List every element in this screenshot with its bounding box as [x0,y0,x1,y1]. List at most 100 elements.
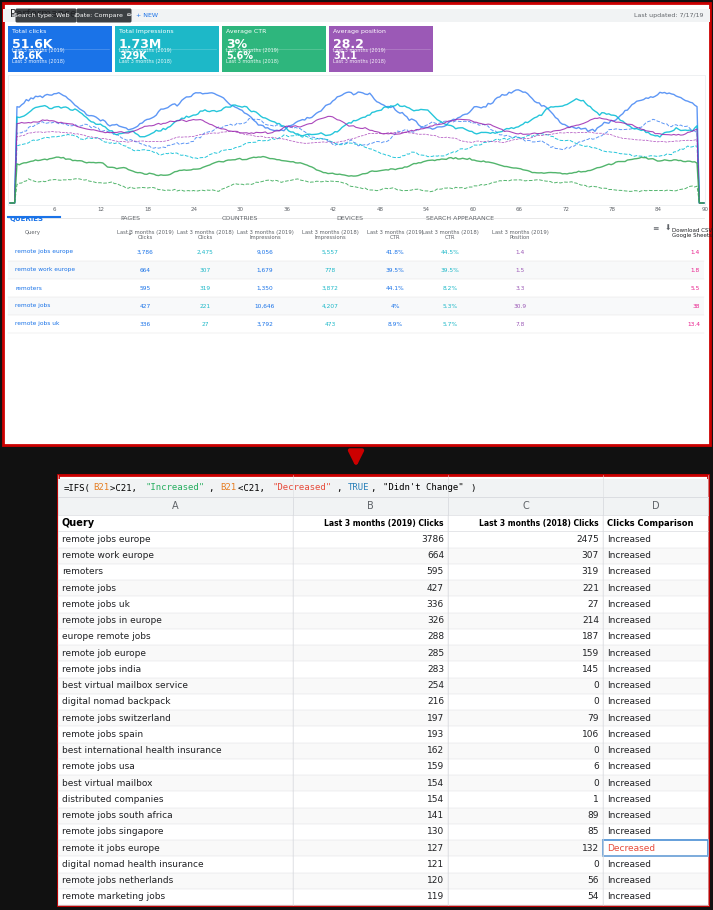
Text: 30: 30 [237,207,244,212]
Text: Last 3 months (2018): Last 3 months (2018) [12,59,65,64]
Bar [58,792,708,807]
Text: 36: 36 [283,207,290,212]
Text: Increased: Increased [607,893,651,902]
Text: remote jobs usa: remote jobs usa [62,763,135,772]
Text: 31.1: 31.1 [333,51,357,61]
Text: 44.5%: 44.5% [441,249,459,255]
Text: 4%: 4% [390,304,400,308]
Text: Increased: Increased [607,665,651,674]
Bar [8,297,704,315]
Text: 307: 307 [200,268,210,272]
Bar [58,564,708,580]
Text: remote marketing jobs: remote marketing jobs [62,893,165,902]
Text: 145: 145 [582,665,599,674]
Text: 24: 24 [190,207,198,212]
Text: remote jobs netherlands: remote jobs netherlands [62,876,173,885]
Text: Last 3 months (2019): Last 3 months (2019) [366,230,424,235]
Text: 1,679: 1,679 [257,268,273,272]
Text: 119: 119 [427,893,444,902]
Text: 319: 319 [200,286,210,290]
Text: B21: B21 [93,483,109,492]
Text: 595: 595 [427,567,444,576]
Text: 6: 6 [593,763,599,772]
Text: Last 3 months (2019): Last 3 months (2019) [119,48,172,53]
Text: Increased: Increased [607,730,651,739]
Text: 473: 473 [324,321,336,327]
Text: Clicks Comparison: Clicks Comparison [607,519,694,528]
Text: Last 3 months (2018): Last 3 months (2018) [302,230,359,235]
Text: Total clicks: Total clicks [12,29,46,34]
Text: Increased: Increased [607,763,651,772]
Text: 18: 18 [144,207,151,212]
Bar [603,840,708,856]
Bar [58,678,708,693]
Bar [58,759,708,775]
Text: 60: 60 [469,207,476,212]
Text: <C21,: <C21, [238,483,270,492]
Text: remoters: remoters [62,567,103,576]
Bar [329,26,433,72]
Text: 66: 66 [515,207,523,212]
Text: 154: 154 [427,794,444,804]
Text: 664: 664 [140,268,150,272]
Text: Date: Compare  ✏: Date: Compare ✏ [76,13,133,18]
Text: Increased: Increased [607,681,651,690]
Text: 197: 197 [427,713,444,723]
Text: distributed companies: distributed companies [62,794,163,804]
Text: Last 3 months (2019): Last 3 months (2019) [226,48,279,53]
Text: 54: 54 [588,893,599,902]
Text: remoters: remoters [15,286,42,290]
Text: 84: 84 [655,207,662,212]
Bar [58,775,708,792]
Text: "Didn't Change": "Didn't Change" [383,483,463,492]
Text: ≡: ≡ [652,224,658,233]
Text: 427: 427 [139,304,150,308]
Bar [58,548,708,564]
Text: europe remote jobs: europe remote jobs [62,632,150,642]
Text: Increased: Increased [607,616,651,625]
Text: Increased: Increased [607,876,651,885]
Text: B21: B21 [220,483,237,492]
Bar [8,279,704,297]
Text: digital nomad backpack: digital nomad backpack [62,697,170,706]
Text: best international health insurance: best international health insurance [62,746,222,755]
Text: 4,207: 4,207 [322,304,339,308]
Bar [58,840,708,856]
Text: 3%: 3% [226,38,247,51]
Text: 0: 0 [593,681,599,690]
Bar [58,479,708,497]
Bar [8,75,705,205]
Bar [3,3,710,445]
Text: "Increased": "Increased" [145,483,205,492]
Text: 3,872: 3,872 [322,286,339,290]
Text: Download CSV: Download CSV [672,228,712,233]
Bar [58,629,708,645]
Text: CTR: CTR [445,235,455,240]
Text: 9,056: 9,056 [257,249,273,255]
Text: Last 3 months (2018): Last 3 months (2018) [177,230,233,235]
Text: remote it jobs europe: remote it jobs europe [62,844,160,853]
Text: 0: 0 [593,779,599,788]
Text: D: D [652,501,660,511]
Bar [58,807,708,824]
Text: Query: Query [25,230,41,235]
Text: Query: Query [62,518,95,528]
Text: 285: 285 [427,649,444,658]
Bar [8,315,704,333]
Bar [58,726,708,743]
Text: 72: 72 [562,207,569,212]
Text: 254: 254 [427,681,444,690]
Text: remote job europe: remote job europe [62,649,146,658]
Text: 90: 90 [702,207,709,212]
Text: Position: Position [510,235,530,240]
Text: DEVICES: DEVICES [337,216,364,221]
Text: 307: 307 [582,551,599,561]
Bar [58,645,708,662]
Text: 0: 0 [593,746,599,755]
Text: remote jobs: remote jobs [62,583,116,592]
Text: 214: 214 [582,616,599,625]
Text: remote jobs india: remote jobs india [62,665,141,674]
Text: 427: 427 [427,583,444,592]
Bar [58,856,708,873]
Text: 1.73M: 1.73M [119,38,163,51]
